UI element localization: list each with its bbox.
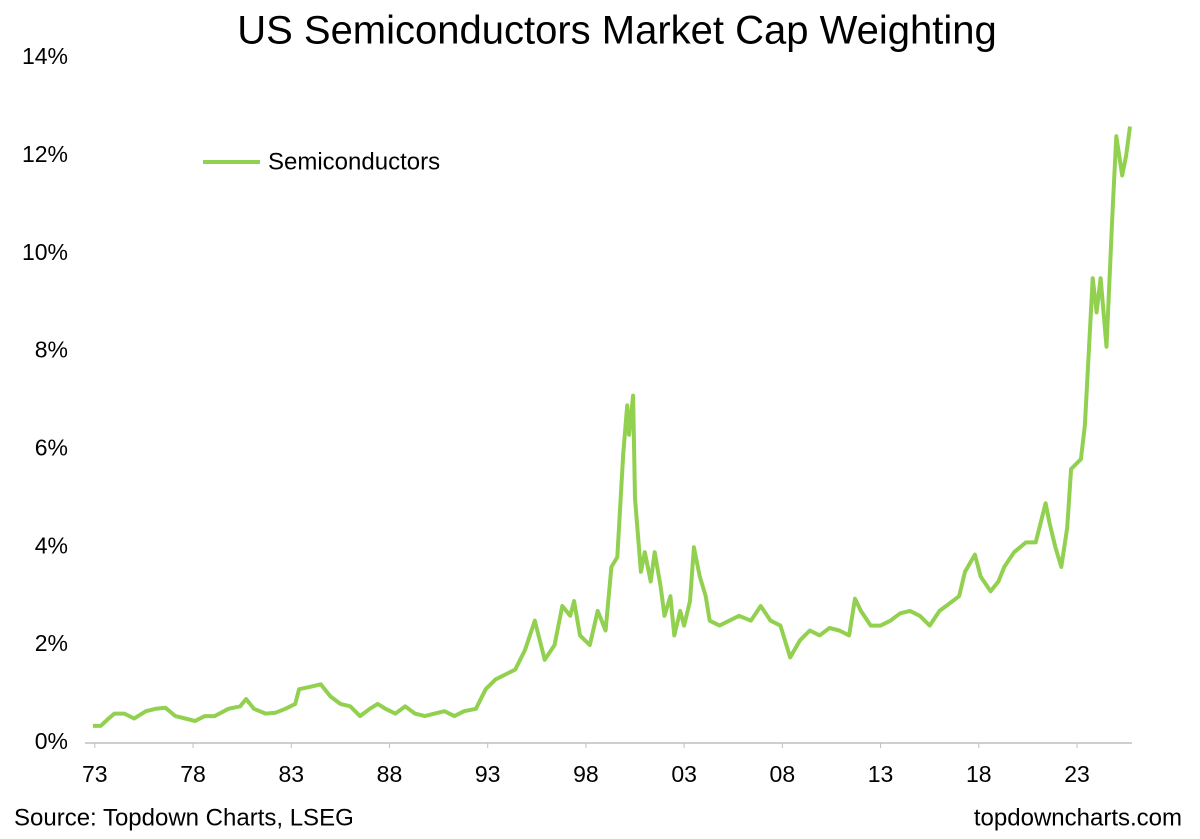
y-tick-label: 0% xyxy=(35,728,68,754)
x-tick-label: 98 xyxy=(573,761,599,787)
x-tick-label: 93 xyxy=(475,761,501,787)
x-tick-label: 23 xyxy=(1064,761,1090,787)
series-line xyxy=(92,126,1132,728)
y-tick-label: 12% xyxy=(22,141,68,167)
x-tick-label: 73 xyxy=(82,761,108,787)
y-tick-label: 6% xyxy=(35,435,68,461)
y-tick-label: 8% xyxy=(35,337,68,363)
y-tick-label: 4% xyxy=(35,532,68,558)
x-tick-label: 13 xyxy=(868,761,894,787)
x-tick-label: 18 xyxy=(966,761,992,787)
x-tick-label: 03 xyxy=(671,761,697,787)
y-tick-label: 10% xyxy=(22,239,68,265)
x-tick-label: 78 xyxy=(180,761,206,787)
legend-label: Semiconductors xyxy=(268,148,440,175)
y-tick-label: 2% xyxy=(35,630,68,656)
x-tick-label: 08 xyxy=(770,761,796,787)
source: Source: Topdown Charts, LSEG xyxy=(14,804,354,831)
x-tick-label: 83 xyxy=(278,761,304,787)
y-tick-label: 14% xyxy=(22,43,68,69)
watermark: topdowncharts.com xyxy=(974,804,1182,831)
chart-title: US Semiconductors Market Cap Weighting xyxy=(237,9,997,53)
x-tick-label: 88 xyxy=(377,761,403,787)
